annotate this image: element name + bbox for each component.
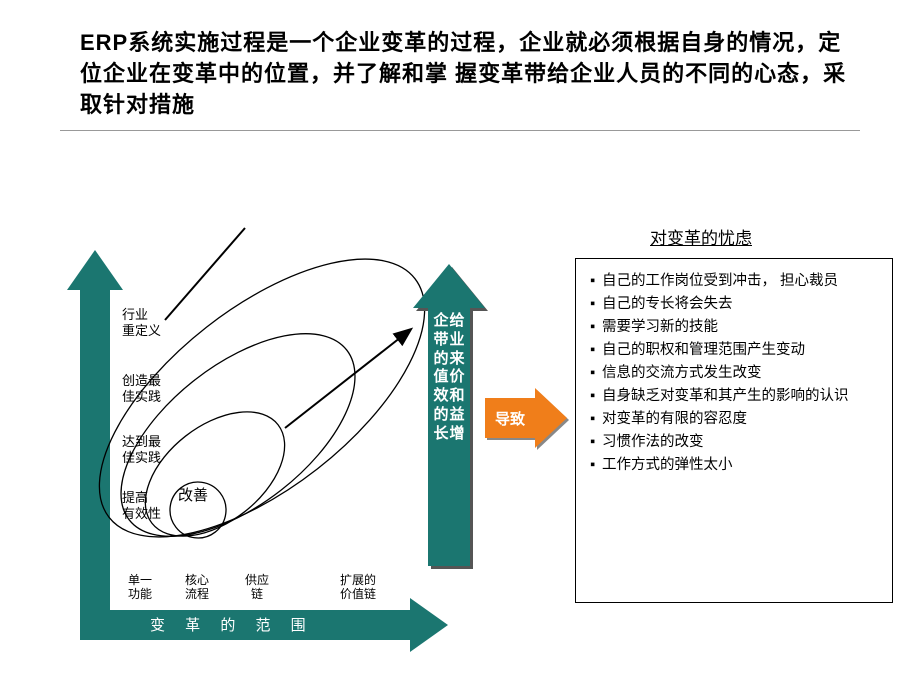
value-col-right: 企 带 的 值 效 的 长 [433, 312, 449, 443]
x-axis-label: 变 革 的 范 围 [150, 614, 314, 635]
concern-item: 自己的专长将会失去 [590, 294, 882, 315]
concern-item: 自身缺乏对变革和其产生的影响的认识 [590, 386, 882, 407]
leads-to-label: 导致 [495, 408, 525, 429]
leads-to-arrow: 导致 [485, 398, 535, 438]
concerns-list: 自己的工作岗位受到冲击， 担心裁员自己的专长将会失去需要学习新的技能自己的职权和… [590, 271, 882, 476]
concerns-box: 自己的工作岗位受到冲击， 担心裁员自己的专长将会失去需要学习新的技能自己的职权和… [575, 258, 893, 603]
concern-item: 自己的工作岗位受到冲击， 担心裁员 [590, 271, 882, 292]
concern-item: 工作方式的弹性太小 [590, 455, 882, 476]
guide-line [285, 330, 410, 428]
growth-ellipse [54, 208, 471, 589]
slide-title: ERP系统实施过程是一个企业变革的过程，企业就必须根据自身的情况，定位企业在变革… [80, 28, 850, 120]
concern-item: 自己的职权和管理范围产生变动 [590, 340, 882, 361]
growth-ellipse-chart [110, 260, 430, 610]
concern-item: 对变革的有限的容忍度 [590, 409, 882, 430]
guide-line [165, 228, 245, 320]
leads-to-arrowhead [535, 388, 567, 448]
concern-item: 需要学习新的技能 [590, 317, 882, 338]
concern-item: 信息的交流方式发生改变 [590, 363, 882, 384]
improve-label: 改善 [178, 484, 208, 505]
title-underline [60, 130, 860, 131]
y-axis-label: 提高的程度 [60, 400, 78, 490]
concerns-title: 对变革的忧虑 [650, 224, 752, 249]
value-col-left: 给 业 来 价 和 益 增 [449, 312, 465, 443]
concern-item: 习惯作法的改变 [590, 432, 882, 453]
growth-ellipse [159, 471, 238, 550]
value-growth-box: 企 带 的 值 效 的 长 给 业 来 价 和 益 增 [428, 306, 470, 566]
value-arrow-head [413, 264, 485, 308]
growth-ellipse [122, 387, 307, 561]
